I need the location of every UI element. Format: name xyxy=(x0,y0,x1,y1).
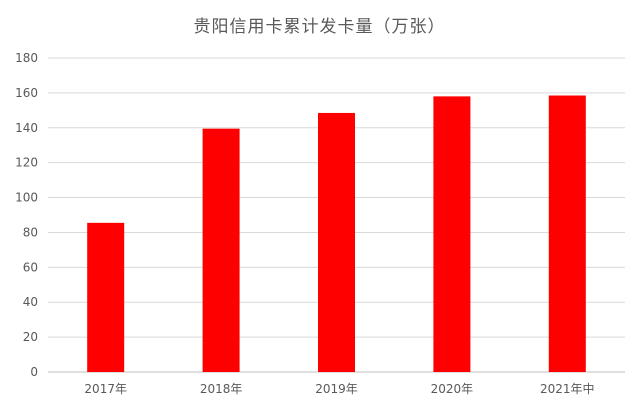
y-tick-label: 0 xyxy=(30,365,38,379)
x-tick-label: 2018年 xyxy=(200,382,243,396)
bar xyxy=(202,128,240,372)
y-axis: 0 20 40 60 80 100 120 140 160 180 xyxy=(15,51,38,379)
y-tick-label: 100 xyxy=(15,191,38,205)
bar xyxy=(87,222,125,372)
y-tick-label: 60 xyxy=(23,260,38,274)
y-tick-label: 140 xyxy=(15,121,38,135)
x-tick-label: 2020年 xyxy=(431,382,474,396)
bars xyxy=(87,95,586,372)
y-tick-label: 120 xyxy=(15,156,38,170)
bar xyxy=(548,95,586,372)
bar xyxy=(433,96,471,372)
x-axis: 2017年 2018年 2019年 2020年 2021年中 xyxy=(84,381,594,396)
x-tick-label: 2021年中 xyxy=(540,381,595,396)
y-tick-label: 180 xyxy=(15,51,38,65)
x-tick-label: 2019年 xyxy=(315,382,358,396)
x-tick-label: 2017年 xyxy=(84,382,127,396)
y-tick-label: 80 xyxy=(23,225,38,239)
bar xyxy=(318,112,355,372)
chart-title: 贵阳信用卡累计发卡量（万张） xyxy=(193,17,446,37)
y-tick-label: 160 xyxy=(15,86,38,100)
y-tick-label: 40 xyxy=(23,295,38,309)
y-tick-label: 20 xyxy=(23,330,38,344)
